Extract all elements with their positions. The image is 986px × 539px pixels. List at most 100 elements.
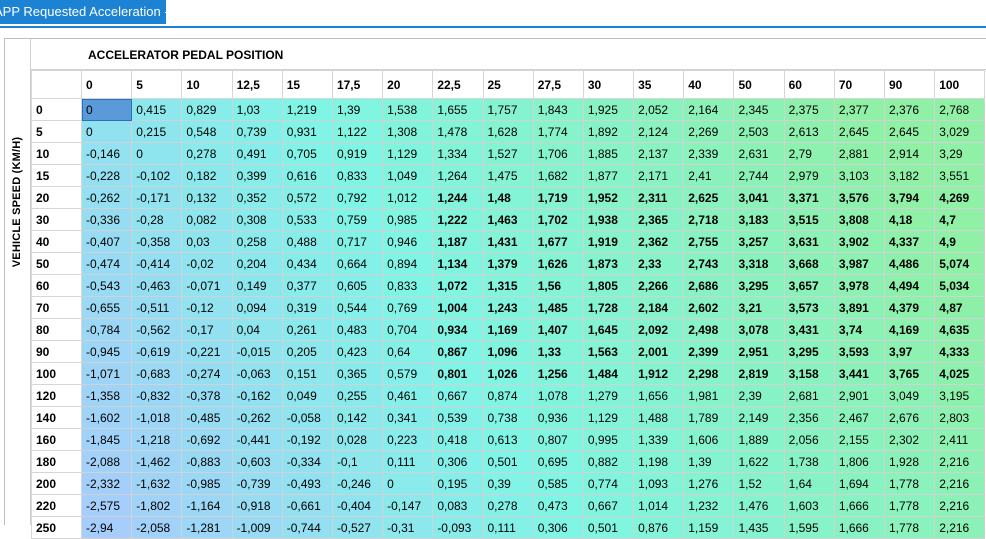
map-cell[interactable]: 0,664 xyxy=(331,252,384,275)
map-cell[interactable]: -0,692 xyxy=(181,428,233,451)
map-cell[interactable]: 0,204 xyxy=(231,252,283,275)
map-cell[interactable]: 3,808 xyxy=(833,208,886,231)
map-cell[interactable]: 1,072 xyxy=(432,274,484,297)
map-cell[interactable]: 3,97 xyxy=(883,340,936,363)
map-cell[interactable]: 4,18 xyxy=(883,208,936,231)
map-cell[interactable]: -0,739 xyxy=(231,472,283,495)
map-cell[interactable]: 1,774 xyxy=(532,120,584,143)
map-cell[interactable]: 2,339 xyxy=(683,142,735,165)
map-cell[interactable]: 4,169 xyxy=(883,318,936,341)
map-cell[interactable]: 2,803 xyxy=(934,406,986,429)
map-cell[interactable]: -0,336 xyxy=(80,208,133,231)
map-cell[interactable]: 1,595 xyxy=(783,516,835,539)
map-cell[interactable]: 2,298 xyxy=(683,362,735,385)
map-cell[interactable]: 0,473 xyxy=(532,494,584,517)
map-cell[interactable]: -0,02 xyxy=(181,252,233,275)
map-cell[interactable]: -0,162 xyxy=(231,384,283,407)
map-cell[interactable]: -0,058 xyxy=(281,406,333,429)
map-cell[interactable]: 3,765 xyxy=(883,362,936,385)
map-cell[interactable]: 4,379 xyxy=(883,296,936,319)
map-cell[interactable]: 0,882 xyxy=(582,450,635,473)
map-cell[interactable]: -0,102 xyxy=(131,164,183,187)
map-cell[interactable]: 3,74 xyxy=(833,318,886,341)
map-cell[interactable]: 1,334 xyxy=(432,142,484,165)
map-cell[interactable]: 1,049 xyxy=(382,164,434,187)
map-cell[interactable]: 2,498 xyxy=(683,318,735,341)
map-cell[interactable]: 1,981 xyxy=(683,384,735,407)
map-cell[interactable]: 1,134 xyxy=(432,252,484,275)
map-cell[interactable]: 1,078 xyxy=(532,384,584,407)
map-cell[interactable]: 1,919 xyxy=(582,230,635,253)
map-cell[interactable]: 2,743 xyxy=(683,252,735,275)
map-cell[interactable]: 0,111 xyxy=(482,516,534,539)
map-cell[interactable]: 2,881 xyxy=(833,142,886,165)
map-cell[interactable]: -0,661 xyxy=(281,494,333,517)
map-cell[interactable]: -0,228 xyxy=(80,164,133,187)
map-cell[interactable]: 0,833 xyxy=(331,164,384,187)
map-cell[interactable]: 2,356 xyxy=(783,406,835,429)
map-cell[interactable]: 1,789 xyxy=(683,406,735,429)
map-cell[interactable]: 0,215 xyxy=(131,120,183,143)
map-cell[interactable]: -0,378 xyxy=(181,384,233,407)
map-cell[interactable]: 0 xyxy=(80,98,133,121)
map-cell[interactable]: 0,094 xyxy=(231,296,283,319)
map-cell[interactable]: 3,257 xyxy=(733,230,785,253)
map-cell[interactable]: -1,071 xyxy=(80,362,133,385)
map-cell[interactable]: 0,64 xyxy=(382,340,434,363)
map-cell[interactable]: -2,088 xyxy=(80,450,133,473)
map-cell[interactable]: 2,503 xyxy=(733,120,785,143)
map-cell[interactable]: 0,934 xyxy=(432,318,484,341)
map-cell[interactable]: 1,912 xyxy=(633,362,685,385)
map-cell[interactable]: -0,527 xyxy=(331,516,384,539)
map-cell[interactable]: 3,431 xyxy=(783,318,835,341)
map-cell[interactable]: 0,695 xyxy=(532,450,584,473)
map-cell[interactable]: 0,255 xyxy=(331,384,384,407)
map-cell[interactable]: -2,332 xyxy=(80,472,133,495)
map-cell[interactable]: -1,845 xyxy=(80,428,133,451)
map-cell[interactable]: 3,902 xyxy=(833,230,886,253)
map-cell[interactable]: 1,244 xyxy=(432,186,484,209)
map-cell[interactable]: 2,686 xyxy=(683,274,735,297)
map-cell[interactable]: 0,488 xyxy=(281,230,333,253)
map-cell[interactable]: 1,889 xyxy=(733,428,785,451)
map-cell[interactable]: 1,719 xyxy=(532,186,584,209)
map-cell[interactable]: 1,666 xyxy=(833,516,886,539)
map-cell[interactable]: 3,978 xyxy=(833,274,886,297)
map-cell[interactable]: 0,261 xyxy=(281,318,333,341)
map-cell[interactable]: 2,768 xyxy=(934,98,986,121)
map-cell[interactable]: 1,563 xyxy=(582,340,635,363)
map-cell[interactable]: 4,486 xyxy=(883,252,936,275)
map-cell[interactable]: 2,645 xyxy=(833,120,886,143)
map-cell[interactable]: 1,219 xyxy=(281,98,333,121)
map-cell[interactable]: 2,951 xyxy=(733,340,785,363)
map-cell[interactable]: -0,015 xyxy=(231,340,283,363)
map-cell[interactable]: 1,232 xyxy=(683,494,735,517)
map-cell[interactable]: 1,655 xyxy=(432,98,484,121)
tab-app-requested-acceleration[interactable]: APP Requested Acceleration - 2 xyxy=(0,0,166,24)
map-cell[interactable]: 1,938 xyxy=(582,208,635,231)
map-cell[interactable]: -0,071 xyxy=(181,274,233,297)
map-cell[interactable]: 1,308 xyxy=(382,120,434,143)
map-cell[interactable]: 0,876 xyxy=(633,516,685,539)
map-cell[interactable]: 4,494 xyxy=(883,274,936,297)
map-cell[interactable]: 0,579 xyxy=(382,362,434,385)
map-cell[interactable]: 3,29 xyxy=(934,142,986,165)
map-cell[interactable]: 1,645 xyxy=(582,318,635,341)
map-cell[interactable]: -0,562 xyxy=(131,318,183,341)
map-cell[interactable]: 1,096 xyxy=(482,340,534,363)
map-cell[interactable]: 2,092 xyxy=(633,318,685,341)
map-cell[interactable]: 0,769 xyxy=(382,296,434,319)
map-cell[interactable]: 1,928 xyxy=(883,450,936,473)
map-cell[interactable]: 0,278 xyxy=(181,142,233,165)
map-cell[interactable]: 1,527 xyxy=(482,142,534,165)
map-cell[interactable]: -1,632 xyxy=(131,472,183,495)
map-cell[interactable]: -0,414 xyxy=(131,252,183,275)
map-cell[interactable]: 0,132 xyxy=(181,186,233,209)
map-cell[interactable]: -0,832 xyxy=(131,384,183,407)
map-cell[interactable]: 0,936 xyxy=(532,406,584,429)
map-cell[interactable]: 0,399 xyxy=(231,164,283,187)
map-cell[interactable]: 1,478 xyxy=(432,120,484,143)
map-cell[interactable]: 0,667 xyxy=(582,494,635,517)
map-cell[interactable]: 2,755 xyxy=(683,230,735,253)
map-cell[interactable]: -0,093 xyxy=(432,516,484,539)
